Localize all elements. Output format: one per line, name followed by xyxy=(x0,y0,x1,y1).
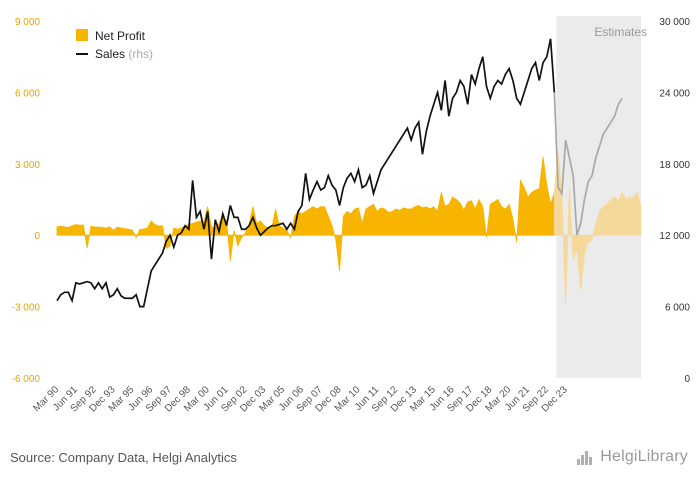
legend-sales-name: Sales xyxy=(95,47,125,61)
sales-series xyxy=(56,38,623,308)
net-profit-area-estimate xyxy=(553,153,642,305)
net-profit-series xyxy=(56,153,642,305)
right-tick-label: 0 xyxy=(684,374,690,385)
sales-line xyxy=(56,38,556,308)
chart: Estimates -6 000 -3 000 0 3 000 6 000 9 000 0… xyxy=(12,16,690,415)
estimates-band xyxy=(556,16,641,378)
left-tick-label: 0 xyxy=(34,231,40,242)
right-axis: 0 6 000 12 000 18 000 24 000 30 000 xyxy=(659,17,690,385)
logo-text: HelgiLibrary xyxy=(600,448,688,465)
legend-net-profit-label: Net Profit xyxy=(95,29,146,43)
sales-line-estimate xyxy=(553,92,623,236)
right-tick-label: 12 000 xyxy=(659,231,690,242)
left-tick-label: -6 000 xyxy=(12,374,41,385)
legend: Net Profit Sales (rhs) xyxy=(76,29,153,61)
left-tick-label: 3 000 xyxy=(15,160,40,171)
legend-sales-label: Sales (rhs) xyxy=(95,47,153,61)
legend-sales-suffix: (rhs) xyxy=(128,47,153,61)
right-tick-label: 24 000 xyxy=(659,88,690,99)
right-tick-label: 30 000 xyxy=(659,17,690,28)
right-tick-label: 6 000 xyxy=(665,303,690,314)
estimates-label: Estimates xyxy=(594,25,647,39)
helgi-library-logo: HelgiLibrary xyxy=(577,448,688,466)
net-profit-area xyxy=(56,156,555,271)
legend-net-profit-swatch xyxy=(76,29,88,41)
source-note: Source: Company Data, Helgi Analytics xyxy=(10,450,237,465)
left-tick-label: 9 000 xyxy=(15,17,40,28)
left-tick-label: -3 000 xyxy=(12,303,41,314)
logo-bars-icon xyxy=(577,449,595,465)
right-tick-label: 18 000 xyxy=(659,160,690,171)
left-axis: -6 000 -3 000 0 3 000 6 000 9 000 xyxy=(12,17,41,385)
left-tick-label: 6 000 xyxy=(15,88,40,99)
